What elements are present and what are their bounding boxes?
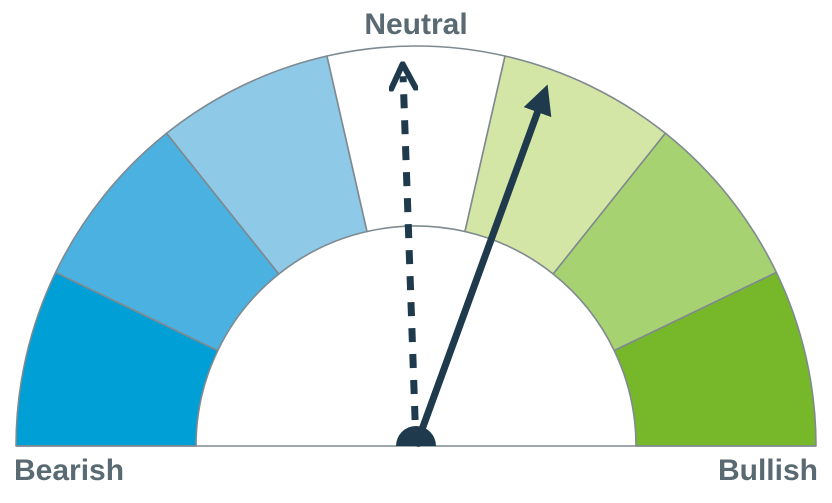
gauge-label-bearish: Bearish — [14, 454, 124, 488]
gauge-label-bullish: Bullish — [718, 454, 818, 488]
sentiment-gauge: Neutral Bearish Bullish — [0, 0, 832, 503]
gauge-svg — [0, 0, 832, 503]
gauge-label-neutral: Neutral — [364, 8, 467, 42]
gauge-needle-hub — [396, 426, 436, 446]
